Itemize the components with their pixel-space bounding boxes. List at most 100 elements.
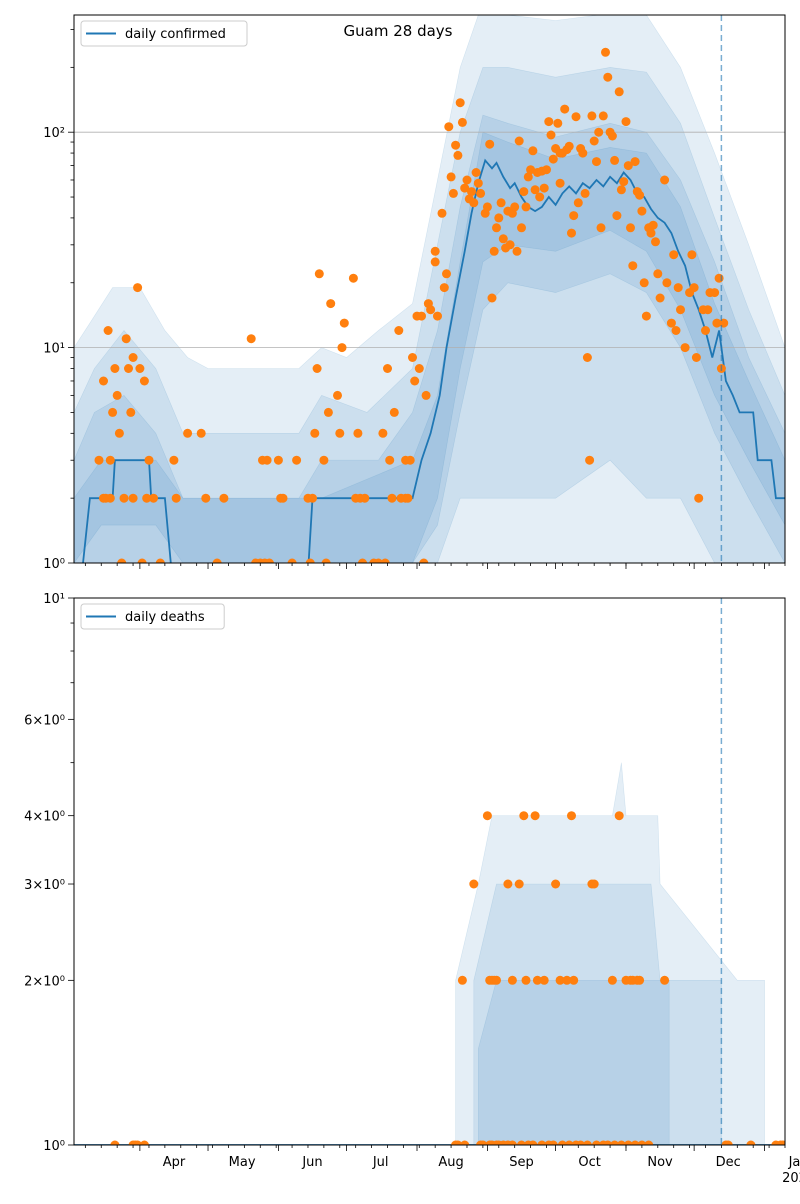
data-point (451, 140, 461, 150)
x-tick-label: Jul (372, 1155, 389, 1170)
data-point (439, 283, 449, 293)
data-point (616, 1140, 626, 1145)
data-point (569, 975, 579, 985)
data-point (410, 376, 420, 386)
data-point (517, 223, 526, 233)
data-point (598, 111, 608, 121)
data-point (360, 493, 370, 503)
data-point (319, 455, 329, 465)
data-point (387, 493, 397, 503)
data-point (478, 1140, 488, 1145)
data-point (671, 326, 681, 335)
data-point (567, 811, 576, 821)
data-point (589, 136, 599, 146)
data-point (482, 811, 492, 821)
data-point (623, 1140, 633, 1145)
data-point (569, 211, 579, 221)
x-tick-label: May (229, 1155, 256, 1170)
data-point (680, 343, 690, 353)
data-point (607, 131, 617, 141)
data-point (573, 198, 583, 208)
x-tick-label: Jun (301, 1155, 322, 1170)
data-point (571, 112, 581, 122)
data-point (557, 1140, 567, 1145)
data-point (630, 157, 640, 167)
data-point (128, 493, 138, 503)
data-point (408, 353, 417, 362)
data-point (560, 104, 570, 114)
data-point (601, 47, 610, 57)
data-point (469, 198, 479, 208)
data-point (644, 1140, 654, 1145)
y-tick-label: 4×10⁰ (24, 810, 65, 825)
data-point (201, 493, 211, 503)
data-point (519, 187, 529, 197)
data-point (494, 213, 504, 223)
data-point (310, 428, 320, 438)
data-point (637, 206, 647, 216)
data-point (580, 188, 590, 198)
observed-points (94, 47, 729, 563)
data-point (117, 558, 127, 563)
data-point (594, 127, 604, 137)
confidence-band (74, 114, 785, 563)
data-point (455, 98, 465, 108)
data-point (171, 493, 181, 503)
data-point (630, 1140, 640, 1145)
data-point (433, 311, 442, 321)
data-point (719, 318, 729, 328)
data-point (489, 246, 499, 256)
series-line (82, 158, 785, 563)
data-point (562, 975, 572, 985)
confidence-bands (74, 15, 785, 563)
data-point (621, 117, 631, 127)
x-year-label: 2021 (782, 1171, 800, 1186)
data-point (353, 428, 363, 438)
data-point (292, 455, 302, 465)
data-point (626, 223, 635, 233)
data-point (666, 318, 676, 328)
data-point (676, 305, 685, 315)
data-point (582, 353, 592, 362)
data-point (539, 975, 549, 985)
y-tick-label: 10² (43, 126, 65, 141)
data-point (126, 407, 136, 417)
data-point (530, 185, 540, 195)
data-point (567, 228, 576, 238)
y-tick-label: 3×10⁰ (24, 878, 65, 893)
data-point (714, 273, 724, 283)
data-point (589, 879, 599, 889)
x-tick-label: Dec (716, 1155, 741, 1170)
data-point (555, 975, 565, 985)
x-axis: Apr May Jun Jul Aug Sep Oct Nov Dec Jan2021 (84, 1145, 800, 1186)
data-point (457, 975, 467, 985)
plot-frame (73, 597, 786, 1146)
data-point (430, 246, 440, 256)
data-point (614, 87, 624, 97)
data-point (710, 288, 720, 298)
data-point (660, 175, 670, 185)
data-point (110, 364, 120, 373)
data-point (487, 293, 497, 303)
data-point (544, 117, 554, 127)
data-point (373, 558, 383, 563)
data-point (655, 293, 665, 303)
data-point (448, 188, 458, 198)
data-point (128, 353, 138, 362)
data-point (628, 261, 638, 271)
data-point (505, 240, 515, 250)
data-point (596, 223, 606, 233)
data-point (641, 311, 651, 321)
data-point (105, 493, 115, 503)
data-point (548, 1140, 558, 1145)
data-point (139, 1140, 149, 1145)
y-tick-label: 10⁰ (43, 1139, 65, 1154)
confidence-band (74, 131, 785, 563)
data-point (507, 1140, 517, 1145)
data-point (592, 1140, 601, 1145)
data-point (703, 305, 713, 315)
data-point (453, 150, 463, 160)
confidence-band (74, 67, 785, 563)
data-point (528, 1140, 538, 1145)
data-point (262, 455, 272, 465)
